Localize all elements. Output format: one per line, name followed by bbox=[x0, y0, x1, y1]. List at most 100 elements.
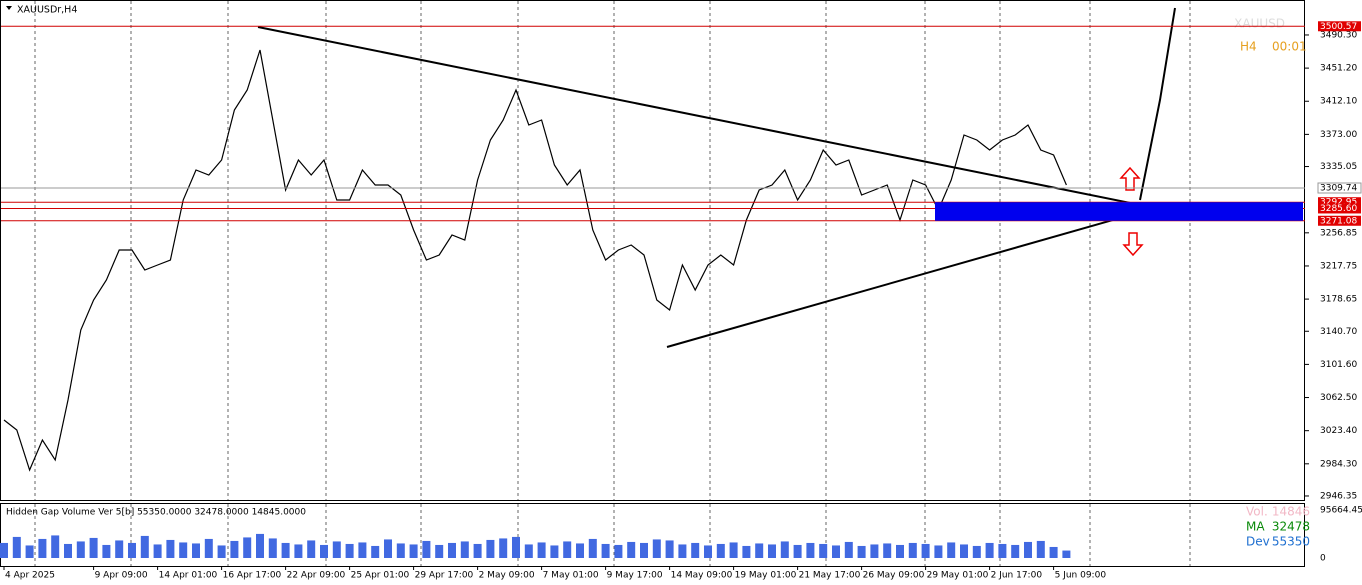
x-tick-label: 14 May 09:00 bbox=[671, 571, 733, 581]
volume-bar bbox=[486, 539, 495, 558]
volume-tick-label: 95664.45 bbox=[1320, 506, 1362, 516]
y-tick-label: 3335.05 bbox=[1320, 162, 1357, 172]
volume-bar bbox=[998, 543, 1007, 558]
timer: 00:01 bbox=[1272, 40, 1307, 54]
y-tick-label: 3140.70 bbox=[1320, 327, 1357, 337]
volume-bar bbox=[51, 535, 60, 558]
x-tick-label: 2 Jun 17:00 bbox=[991, 571, 1043, 581]
volume-bar bbox=[921, 543, 930, 558]
volume-bar bbox=[640, 542, 648, 558]
y-tick-label: 2946.35 bbox=[1320, 491, 1357, 501]
volume-bar bbox=[537, 542, 546, 558]
volume-bar bbox=[76, 541, 85, 558]
volume-bar bbox=[665, 540, 674, 558]
volume-bar bbox=[140, 535, 149, 558]
watermark: XAUUSD bbox=[1234, 17, 1285, 31]
volume-bar bbox=[153, 544, 162, 558]
volume-bar bbox=[908, 542, 917, 558]
volume-bar bbox=[435, 544, 444, 558]
volume-bar bbox=[38, 538, 47, 558]
volume-bar bbox=[972, 545, 981, 558]
level-tag bbox=[1318, 215, 1361, 226]
volume-bar bbox=[422, 540, 431, 558]
volume-bar bbox=[844, 541, 853, 558]
level-label: 3271.08 bbox=[1320, 216, 1357, 226]
volume-bar bbox=[0, 542, 8, 558]
plot bbox=[3, 49, 1067, 472]
volume-bar bbox=[960, 544, 968, 558]
lower-trendline bbox=[666, 207, 1156, 348]
volume-bar bbox=[64, 543, 72, 558]
volume-bar bbox=[294, 544, 303, 558]
x-tick-label: 19 May 01:00 bbox=[735, 571, 797, 581]
price-tag bbox=[1317, 182, 1362, 194]
upper-trendline bbox=[257, 26, 1156, 209]
x-tick-label: 4 Apr 2025 bbox=[5, 571, 55, 581]
volume-bar bbox=[179, 542, 188, 558]
zone bbox=[935, 202, 1303, 221]
volume-bar bbox=[896, 544, 904, 558]
volume-tick-label: 0 bbox=[1320, 554, 1326, 564]
volume-bar bbox=[716, 543, 725, 558]
x-tick-label: 29 Apr 17:00 bbox=[415, 571, 474, 581]
price-label: 3309.74 bbox=[1320, 183, 1357, 193]
volume-bar bbox=[25, 545, 34, 558]
volume-bar bbox=[1011, 544, 1020, 558]
drawings bbox=[257, 7, 1176, 348]
main-frame bbox=[0, 0, 1305, 501]
grid bbox=[34, 1, 1191, 566]
volume-legend-value: 55350 bbox=[1272, 535, 1310, 549]
x-tick-label: 26 May 09:00 bbox=[863, 571, 925, 581]
volume-legend-name: Dev bbox=[1246, 535, 1270, 549]
volume-bar bbox=[627, 541, 636, 558]
volume-bar bbox=[217, 545, 226, 558]
volume-frame bbox=[0, 503, 1305, 567]
volume-bar bbox=[1036, 540, 1045, 558]
projection-line bbox=[1139, 7, 1176, 201]
volume-title: Hidden Gap Volume Ver 5[b] 55350.0000 32… bbox=[6, 508, 306, 518]
volume-bar bbox=[256, 533, 264, 558]
volume-bar bbox=[870, 544, 879, 558]
y-tick-label: 3451.20 bbox=[1320, 64, 1357, 74]
x-tick-label: 9 May 17:00 bbox=[607, 571, 663, 581]
volume-bar bbox=[614, 544, 623, 558]
volume-bar bbox=[230, 540, 239, 558]
timeframe: H4 bbox=[1240, 40, 1257, 54]
volume-bar bbox=[780, 541, 789, 558]
x-tick-label: 22 Apr 09:00 bbox=[287, 571, 346, 581]
volume-bar bbox=[460, 541, 469, 558]
y-tick-label: 3062.50 bbox=[1320, 393, 1357, 403]
x-tick-label: 5 Jun 09:00 bbox=[1055, 571, 1107, 581]
x-tick-label: 21 May 17:00 bbox=[799, 571, 861, 581]
volume-bar bbox=[448, 542, 456, 558]
volume-bar bbox=[691, 542, 700, 558]
volume-bar bbox=[384, 539, 392, 558]
y-tick-label: 3256.85 bbox=[1320, 228, 1357, 238]
volume-bar bbox=[192, 543, 200, 558]
volume-bar bbox=[601, 543, 610, 558]
volume-bar bbox=[652, 539, 661, 558]
level-tag bbox=[1318, 21, 1361, 32]
volume-bar bbox=[704, 545, 712, 558]
volume-bar bbox=[729, 542, 738, 558]
volume-bar bbox=[307, 540, 316, 558]
volume-bar bbox=[396, 543, 405, 558]
x-tick-label: 29 May 01:00 bbox=[927, 571, 989, 581]
symbol: XAUUSDr,H4 bbox=[17, 5, 77, 16]
arrow-down bbox=[1122, 232, 1144, 257]
volume-legend-name: Vol. bbox=[1246, 505, 1268, 519]
volume-bar bbox=[102, 544, 111, 558]
price-line-series bbox=[3, 49, 1067, 472]
level-label: 3292.95 bbox=[1320, 198, 1357, 208]
x-tick-label: 9 Apr 09:00 bbox=[95, 571, 148, 581]
volume-bar bbox=[588, 538, 597, 558]
volume-bar bbox=[857, 545, 866, 558]
volume-bar bbox=[934, 545, 943, 558]
volume-bar bbox=[768, 544, 776, 558]
x-tick-label: 14 Apr 01:00 bbox=[159, 571, 218, 581]
volume-bar bbox=[128, 542, 136, 558]
x-tick-label: 16 Apr 17:00 bbox=[223, 571, 282, 581]
volume-bar bbox=[332, 541, 341, 558]
volume-bar bbox=[12, 536, 21, 558]
